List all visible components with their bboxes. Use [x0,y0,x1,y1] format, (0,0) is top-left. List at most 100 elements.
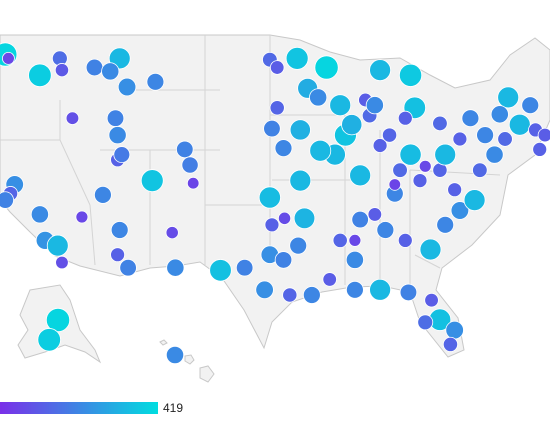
bubble [332,232,348,248]
bubble [37,328,61,352]
bubble [45,307,71,333]
bubble [140,169,164,193]
bubble [269,60,285,75]
bubble [302,286,321,304]
bubble [490,105,509,124]
bubble [521,96,540,115]
bubble [388,178,402,191]
bubble [176,140,194,159]
bubble [146,72,165,91]
bubble [508,113,531,136]
bubble [75,210,89,224]
bubble [289,119,311,141]
bubble [452,131,468,147]
bubble [274,139,293,158]
bubble [369,59,392,82]
legend-label: 419 [163,401,183,415]
bubble [108,126,127,145]
bubble [54,63,70,78]
bubble [351,210,369,229]
bubble [442,336,459,352]
bubble [399,283,418,302]
bubble [0,191,14,209]
bubble [181,156,199,174]
bubble [263,119,281,138]
bubble [419,238,442,261]
bubble [461,109,480,128]
bubble [532,141,548,157]
bubble [1,51,15,65]
bubble [277,211,292,225]
bubble [329,94,352,117]
bubble [282,287,298,303]
bubble [101,62,120,81]
bubble [372,138,388,153]
bubble [418,159,432,173]
hawaii-outline [159,339,215,383]
bubble [537,127,550,143]
bubble [398,63,423,87]
bubble [445,320,464,340]
bubble [165,345,185,365]
bubble [447,182,463,198]
bubble [285,46,309,70]
bubble [110,247,126,263]
bubble [235,258,254,277]
bubble [293,207,316,230]
bubble [417,314,434,331]
bubble [93,185,112,204]
bubble [365,96,384,115]
bubble [314,55,339,80]
bubble [166,258,185,277]
bubble [255,280,274,300]
bubble [376,221,395,239]
bubble [289,169,312,192]
bubble [274,251,293,269]
bubble [476,126,495,145]
bubble [436,215,455,234]
bubble [289,236,308,255]
bubble [450,201,470,220]
bubble [397,110,413,126]
bubble [28,63,52,88]
bubble [110,221,129,239]
bubble [345,280,364,299]
bubble [381,127,398,143]
bubble [119,258,137,277]
bubble [485,145,504,164]
bubble [463,189,486,212]
bubble [106,109,125,127]
bubble [424,292,439,308]
bubble [309,139,332,162]
bubble [472,162,488,178]
bubble [392,162,408,178]
bubble [209,259,232,282]
bubble [497,86,520,109]
bubble [397,232,413,248]
bubble [497,131,513,147]
bubble [412,173,428,189]
bubble [309,88,328,107]
bubble [322,272,337,287]
bubble [186,176,200,190]
bubble [369,278,392,301]
bubble [264,217,280,233]
bubble [258,186,281,209]
bubble [345,250,364,269]
bubble [367,207,383,222]
bubble [117,77,137,97]
bubble [55,255,69,270]
bubble [399,143,422,166]
color-legend-bar [0,402,158,414]
bubble [85,58,104,77]
bubble [341,114,363,136]
bubble [432,115,448,132]
bubble [113,146,131,164]
bubble [434,143,457,166]
bubble [65,111,80,125]
bubble [30,205,49,224]
bubble [269,100,285,116]
state-borders [0,35,501,290]
bubble [348,233,362,247]
